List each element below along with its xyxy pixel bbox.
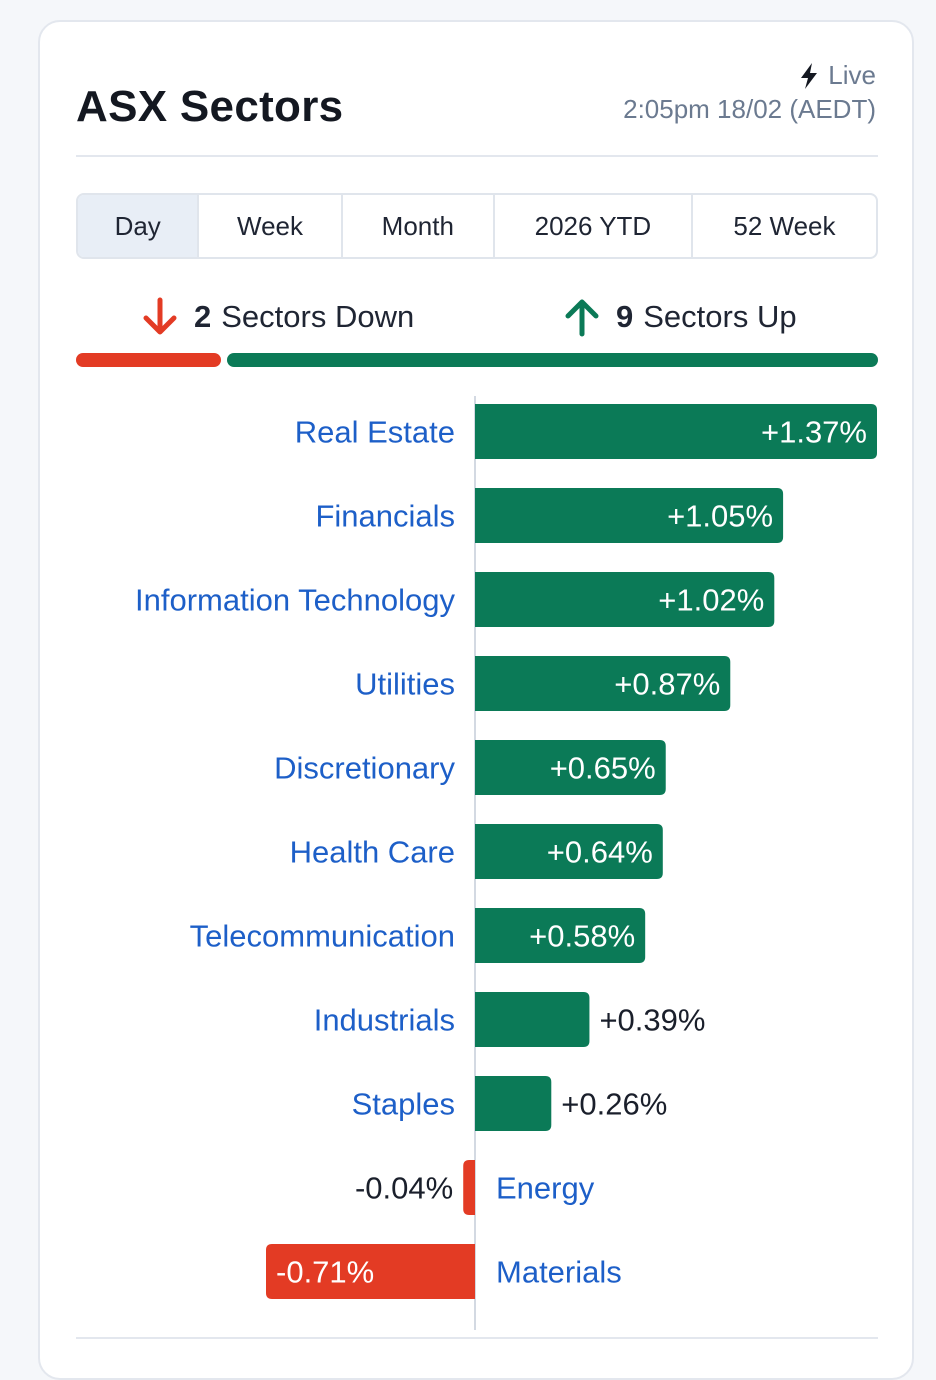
up-label: Sectors Up	[643, 299, 797, 334]
split-bar-down	[76, 353, 221, 367]
down-count: 2	[194, 299, 212, 334]
footer-divider	[76, 1337, 878, 1339]
value-label: +0.64%	[547, 835, 653, 870]
value-label: +1.02%	[658, 583, 764, 618]
sectors-up-summary: 9 Sectors Up	[562, 292, 797, 342]
value-label: +0.58%	[529, 919, 635, 954]
tab-ytd[interactable]: 2026 YTD	[495, 195, 693, 257]
down-label: Sectors Down	[221, 299, 415, 334]
value-label: +1.05%	[667, 499, 773, 534]
arrow-down-icon	[143, 297, 177, 335]
value-label: +0.39%	[599, 1003, 705, 1038]
category-label[interactable]: Energy	[496, 1171, 595, 1206]
tab-month[interactable]: Month	[343, 195, 495, 257]
period-tabs: Day Week Month 2026 YTD 52 Week	[76, 193, 878, 259]
bar-materials[interactable]	[266, 1244, 475, 1299]
category-label[interactable]: Information Technology	[135, 583, 455, 618]
category-label[interactable]: Health Care	[290, 835, 455, 870]
bar-health-care[interactable]	[475, 824, 663, 879]
value-label: -0.71%	[276, 1255, 374, 1290]
sectors-down-summary: 2 Sectors Down	[140, 292, 414, 342]
bar-energy[interactable]	[463, 1160, 475, 1215]
bar-discretionary[interactable]	[475, 740, 666, 795]
value-label: +0.26%	[561, 1087, 667, 1122]
lightning-icon	[801, 62, 818, 89]
category-label[interactable]: Utilities	[355, 667, 455, 702]
live-label: Live	[828, 60, 876, 90]
timestamp: 2:05pm 18/02 (AEDT)	[623, 94, 876, 124]
bar-real-estate[interactable]	[475, 404, 877, 459]
tab-52-week[interactable]: 52 Week	[733, 210, 836, 241]
category-label[interactable]: Real Estate	[295, 415, 455, 450]
category-label[interactable]: Staples	[352, 1087, 455, 1122]
category-label[interactable]: Financials	[315, 499, 455, 534]
category-label[interactable]: Industrials	[314, 1003, 455, 1038]
bar-information-technology[interactable]	[475, 572, 775, 627]
bar-industrials[interactable]	[475, 992, 590, 1047]
sector-split-bar	[76, 353, 878, 367]
value-label: +1.37%	[761, 415, 867, 450]
bar-telecommunication[interactable]	[475, 908, 646, 963]
up-count: 9	[616, 299, 634, 334]
bar-staples[interactable]	[475, 1076, 552, 1131]
tab-week[interactable]: Week	[199, 195, 343, 257]
value-label: -0.04%	[355, 1171, 453, 1206]
bar-financials[interactable]	[475, 488, 784, 543]
tab-day[interactable]: Day	[78, 195, 200, 257]
value-label: +0.65%	[550, 751, 656, 786]
split-bar-up	[226, 353, 878, 367]
header-divider	[76, 155, 878, 157]
category-label[interactable]: Discretionary	[274, 751, 455, 786]
category-label[interactable]: Telecommunication	[190, 919, 455, 954]
value-label: +0.87%	[614, 667, 720, 702]
page-title: ASX Sectors	[76, 82, 344, 131]
arrow-up-icon	[565, 299, 599, 337]
live-indicator: Live	[798, 60, 876, 91]
bar-utilities[interactable]	[475, 656, 731, 711]
category-label[interactable]: Materials	[496, 1255, 622, 1290]
